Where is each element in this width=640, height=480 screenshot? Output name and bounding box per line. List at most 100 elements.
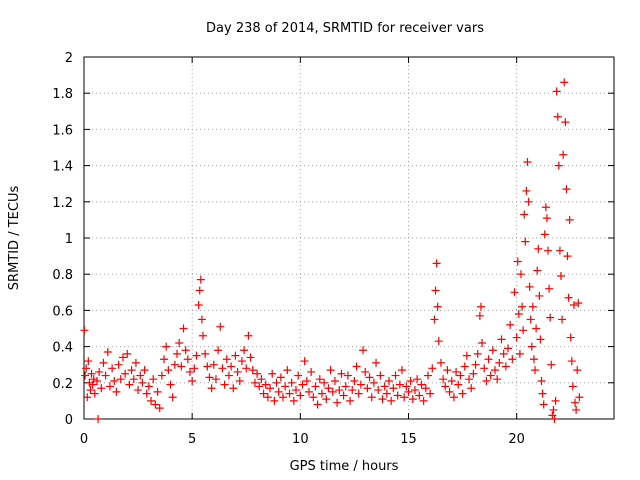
data-point — [255, 382, 264, 391]
data-point — [404, 387, 413, 396]
data-point — [516, 270, 525, 279]
data-point — [524, 197, 533, 206]
data-point — [539, 400, 548, 409]
y-axis-label: SRMTID / TECUs — [7, 186, 22, 291]
data-point — [155, 404, 164, 413]
data-point — [240, 346, 249, 355]
data-point — [203, 362, 212, 371]
data-point — [263, 393, 272, 402]
data-point — [499, 349, 508, 358]
x-tick-label: 5 — [188, 432, 196, 447]
data-point — [575, 393, 584, 402]
data-point — [551, 396, 560, 405]
data-point — [520, 210, 529, 219]
data-point — [324, 384, 333, 393]
data-point — [95, 367, 104, 376]
data-point — [406, 376, 415, 385]
data-point — [531, 366, 540, 375]
data-point — [322, 395, 331, 404]
data-point — [555, 246, 564, 255]
data-point — [114, 360, 123, 369]
data-point — [421, 384, 430, 393]
data-point — [94, 415, 103, 423]
data-point — [287, 378, 296, 387]
data-point — [266, 384, 275, 393]
data-point — [298, 380, 307, 389]
data-point — [564, 293, 573, 302]
data-point — [343, 371, 352, 380]
data-point — [300, 357, 309, 366]
data-point — [276, 373, 285, 382]
data-point — [550, 415, 559, 423]
data-point — [160, 355, 169, 364]
data-point — [248, 366, 257, 375]
data-point — [309, 393, 318, 402]
data-point — [568, 382, 577, 391]
data-point — [540, 230, 549, 239]
data-point — [149, 375, 158, 384]
data-point — [83, 393, 92, 402]
data-point — [541, 203, 550, 212]
data-point — [559, 150, 568, 159]
data-point — [365, 373, 374, 382]
data-point — [469, 369, 478, 378]
data-point — [231, 351, 240, 360]
data-point — [433, 302, 442, 311]
data-point — [460, 362, 469, 371]
data-point — [423, 371, 432, 380]
data-point — [229, 384, 238, 393]
data-point — [101, 371, 110, 380]
data-point — [426, 389, 435, 398]
data-point — [558, 315, 567, 324]
data-point — [123, 349, 132, 358]
data-point — [536, 335, 545, 344]
data-point — [571, 398, 580, 407]
data-point — [533, 266, 542, 275]
data-point — [196, 275, 205, 284]
data-point — [387, 396, 396, 405]
data-point — [194, 300, 203, 309]
x-axis-label: GPS time / hours — [290, 459, 399, 474]
data-point — [475, 311, 484, 320]
data-point — [478, 338, 487, 347]
data-point — [445, 387, 454, 396]
data-point — [227, 362, 236, 371]
y-tick-label: 1.4 — [52, 160, 73, 175]
data-point — [413, 375, 422, 384]
data-point — [153, 387, 162, 396]
data-point — [525, 282, 534, 291]
data-point — [393, 391, 402, 400]
data-point — [87, 369, 96, 378]
data-point — [402, 382, 411, 391]
data-point — [547, 360, 556, 369]
chart-title: Day 238 of 2014, SRMTID for receiver var… — [206, 21, 484, 36]
data-point — [326, 366, 335, 375]
data-point — [561, 118, 570, 127]
data-point — [211, 375, 220, 384]
data-point — [532, 324, 541, 333]
data-point — [476, 302, 485, 311]
y-tick-label: 0 — [65, 413, 73, 428]
data-point — [233, 367, 242, 376]
data-point — [359, 346, 368, 355]
data-point — [214, 346, 223, 355]
data-point — [528, 302, 537, 311]
data-point — [216, 322, 225, 331]
data-point — [522, 186, 531, 195]
data-point — [504, 344, 512, 353]
data-point — [177, 362, 186, 371]
data-point — [105, 382, 114, 391]
data-point — [292, 386, 300, 395]
data-point — [218, 364, 227, 373]
data-point — [140, 366, 149, 375]
data-point — [569, 300, 578, 309]
data-point — [458, 389, 467, 398]
data-point — [201, 349, 210, 358]
data-point — [125, 380, 134, 389]
y-tick-label: 1.2 — [52, 196, 73, 211]
data-point — [170, 360, 179, 369]
data-point — [572, 405, 581, 414]
data-point — [436, 358, 445, 367]
data-point — [97, 384, 106, 393]
data-point — [296, 391, 305, 400]
